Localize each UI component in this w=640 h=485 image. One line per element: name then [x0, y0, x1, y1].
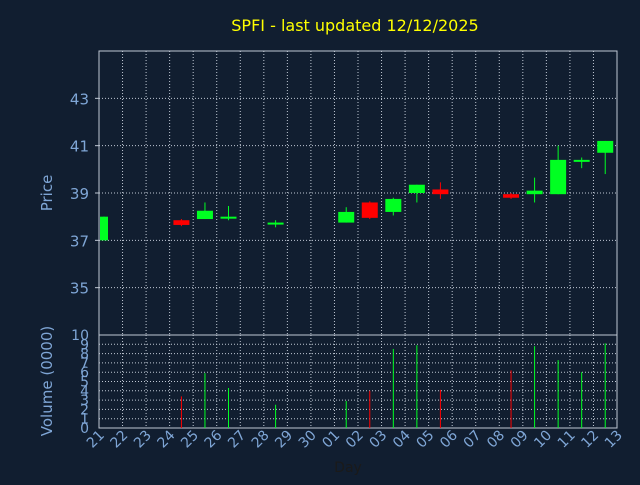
- candle-up: [338, 207, 355, 223]
- volume-plot-frame: [98, 334, 618, 429]
- candle-body: [503, 194, 520, 198]
- volume-tick-label: 4: [80, 384, 89, 400]
- day-tick-label: 09: [508, 428, 532, 452]
- volume-tick-label: 3: [80, 393, 89, 409]
- candle-body: [408, 184, 425, 193]
- volume-tick-label: 8: [80, 347, 89, 363]
- volume-grid: [99, 335, 617, 428]
- day-axis-label: Day: [334, 460, 362, 476]
- candle-body: [573, 159, 590, 162]
- day-tick-label: 08: [484, 428, 508, 452]
- candle-up: [550, 145, 567, 195]
- volume-tick-label: 9: [80, 337, 89, 353]
- candle-body: [196, 210, 213, 220]
- candle-body: [100, 216, 108, 241]
- candle-body: [432, 189, 449, 195]
- day-tick-label: 12: [578, 428, 602, 452]
- volume-tick-label: 0: [80, 421, 89, 437]
- price-tick-label: 41: [70, 138, 89, 156]
- volume-tick-label: 5: [80, 375, 89, 391]
- day-tick-label: 06: [437, 427, 461, 451]
- candle-down: [361, 201, 378, 220]
- day-tick-label: 11: [555, 428, 579, 452]
- candle-down: [432, 182, 449, 199]
- volume-tick-label: 2: [80, 402, 89, 418]
- candle-body: [361, 202, 378, 218]
- day-tick-label: 01: [319, 428, 343, 452]
- price-grid: [99, 51, 617, 335]
- candle-up: [526, 177, 543, 203]
- candle-up: [196, 202, 213, 220]
- candle-up: [385, 197, 402, 216]
- volume-bars: [180, 343, 606, 428]
- candles: [100, 140, 614, 241]
- volume-axis-label: Volume (0000): [38, 326, 56, 436]
- candle-up: [597, 140, 614, 175]
- day-tick-label: 28: [249, 428, 273, 452]
- candle-up: [573, 157, 590, 169]
- candle-body: [385, 198, 402, 212]
- day-tick-label: 13: [602, 428, 626, 452]
- candle-body: [526, 190, 543, 195]
- day-tick-label: 03: [366, 428, 390, 452]
- candle-body: [597, 140, 614, 153]
- day-tick-label: 10: [531, 428, 555, 452]
- candle-body: [267, 222, 284, 225]
- price-tick-label: 35: [70, 280, 89, 298]
- candle-up: [220, 206, 237, 221]
- day-tick-label: 22: [107, 428, 131, 452]
- day-tick-label: 30: [296, 428, 320, 452]
- day-tick-label: 25: [178, 428, 202, 452]
- candle-body: [338, 211, 355, 223]
- day-tick-label: 23: [131, 428, 155, 452]
- day-tick-label: 04: [390, 427, 414, 451]
- day-tick-label: 02: [343, 428, 367, 452]
- candle-up: [408, 184, 425, 203]
- price-tick-label: 43: [70, 90, 89, 108]
- chart-title: SPFI - last updated 12/12/2025: [231, 16, 478, 35]
- day-tick-labels: 21 22 23 24 25 26 27 28 29 30 01 02 03 04 05 06 07 08 09 10…: [84, 427, 626, 451]
- price-tick-labels: 35 37 39 41 43: [70, 90, 99, 298]
- candle-down: [173, 219, 190, 227]
- price-tick-label: 37: [70, 232, 89, 250]
- volume-tick-label: 10: [71, 328, 89, 344]
- candle-body: [173, 220, 190, 225]
- day-tick-label: 05: [414, 428, 438, 452]
- price-tick-label: 39: [70, 185, 89, 203]
- volume-tick-label: 7: [80, 356, 89, 372]
- day-tick-label: 29: [272, 428, 296, 452]
- candle-down: [503, 193, 520, 199]
- volume-tick-label: 1: [80, 412, 89, 428]
- candle-up: [267, 220, 284, 228]
- price-axis-label: Price: [38, 175, 56, 212]
- volume-tick-label: 6: [80, 365, 89, 381]
- day-tick-label: 26: [202, 427, 226, 451]
- volume-frame-rect: [98, 334, 618, 429]
- day-tick-label: 27: [225, 428, 249, 452]
- candle-body: [550, 159, 567, 195]
- day-tick-label: 07: [461, 428, 485, 452]
- day-tick-label: 24: [155, 427, 179, 451]
- candle-body: [220, 216, 237, 219]
- candle-up: [100, 216, 108, 241]
